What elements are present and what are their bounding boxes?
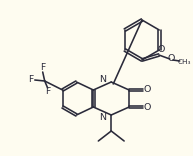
Text: N: N (99, 76, 106, 85)
Text: N: N (99, 114, 106, 122)
Text: O: O (143, 102, 151, 112)
Text: F: F (45, 88, 50, 97)
Text: O: O (157, 44, 165, 54)
Text: F: F (40, 63, 45, 73)
Text: F: F (28, 76, 33, 85)
Text: O: O (167, 54, 174, 63)
Text: CH₃: CH₃ (178, 59, 191, 65)
Text: O: O (143, 85, 151, 95)
